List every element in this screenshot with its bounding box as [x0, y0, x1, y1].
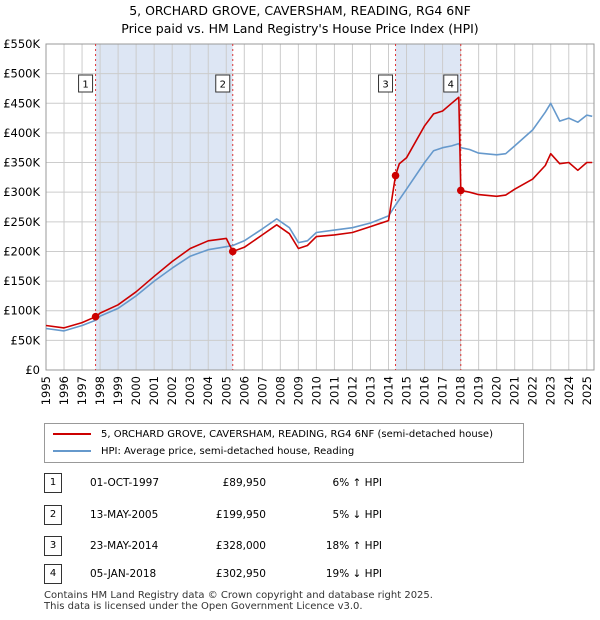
y-tick-label: £100K [3, 304, 40, 318]
footer-line-1: Contains HM Land Registry data © Crown c… [44, 590, 433, 601]
x-tick-label: 2016 [418, 376, 432, 405]
x-tick-label: 2008 [273, 376, 287, 405]
sale-point [228, 247, 237, 256]
x-tick-label: 2002 [165, 376, 179, 405]
x-tick-label: 2020 [490, 376, 504, 405]
sale-number-box [215, 74, 231, 93]
x-tick-label: 2009 [291, 376, 305, 405]
x-tick-label: 2015 [400, 376, 414, 405]
chart-title: 5, ORCHARD GROVE, CAVERSHAM, READING, RG… [0, 2, 600, 38]
x-tick-label: 2006 [237, 376, 251, 405]
legend: 5, ORCHARD GROVE, CAVERSHAM, READING, RG… [44, 423, 524, 463]
x-tick-label: 1998 [93, 376, 107, 405]
legend-swatch-hpi [53, 450, 91, 452]
hpi-series-line [45, 102, 593, 332]
footer-line-2: This data is licensed under the Open Gov… [44, 601, 363, 612]
transaction-price: £89,950 [222, 477, 266, 489]
y-tick-label: £250K [3, 215, 40, 229]
x-tick-label: 2024 [562, 376, 576, 405]
transaction-hpi-diff: 18% ↑ HPI [325, 540, 382, 552]
y-tick-label: £400K [3, 126, 40, 140]
sale-point [391, 171, 400, 180]
legend-label-property: 5, ORCHARD GROVE, CAVERSHAM, READING, RG… [101, 429, 493, 440]
x-tick-label: 2014 [382, 376, 396, 405]
sale-point [91, 312, 100, 321]
x-tick-label: 2003 [183, 376, 197, 405]
x-tick-label: 2023 [544, 376, 558, 405]
y-tick-label: £500K [3, 67, 40, 81]
footer-attribution: Contains HM Land Registry data © Crown c… [44, 590, 433, 612]
legend-label-hpi: HPI: Average price, semi-detached house,… [101, 446, 355, 457]
x-tick-label: 2017 [436, 376, 450, 405]
x-tick-label: 2010 [309, 376, 323, 405]
legend-item-property: 5, ORCHARD GROVE, CAVERSHAM, READING, RG… [53, 427, 493, 443]
sale-number-label: 3 [382, 80, 388, 91]
price-chart: £0 £50K £100K £150K £200K £250K £300K £350K £400… [3, 37, 595, 405]
transaction-hpi-diff: 6% ↑ HPI [332, 477, 382, 489]
y-tick-label: £150K [3, 274, 40, 288]
sale-number-box [443, 74, 459, 93]
transaction-hpi-diff: 5% ↓ HPI [332, 509, 382, 521]
ownership-shade [395, 44, 461, 370]
title-line-2: Price paid vs. HM Land Registry's House … [121, 21, 479, 36]
x-tick-label: 1999 [111, 376, 125, 405]
transaction-date: 13-MAY-2005 [90, 509, 159, 521]
x-tick-label: 1997 [75, 376, 89, 405]
legend-item-hpi: HPI: Average price, semi-detached house,… [53, 444, 354, 460]
legend-swatch-property [53, 433, 91, 435]
y-tick-label: £350K [3, 156, 40, 170]
sale-number-label: 4 [448, 80, 454, 91]
x-tick-label: 2004 [201, 376, 215, 405]
sale-point [456, 186, 465, 195]
y-tick-label: £50K [11, 333, 41, 347]
x-tick-label: 2007 [255, 376, 269, 405]
plot-frame [45, 43, 595, 371]
y-tick-label: £200K [3, 244, 40, 258]
sale-number-label: 1 [82, 80, 88, 91]
property-series-line [45, 96, 593, 329]
transaction-date: 23-MAY-2014 [90, 540, 159, 552]
x-tick-label: 2022 [526, 376, 540, 405]
transaction-price: £199,950 [215, 509, 266, 521]
transaction-number: 4 [44, 564, 62, 584]
transaction-date: 01-OCT-1997 [90, 477, 159, 489]
sale-number-box [378, 74, 394, 93]
y-tick-label: £450K [3, 96, 40, 110]
x-tick-label: 2013 [363, 376, 377, 405]
x-tick-label: 1996 [57, 376, 71, 405]
sale-number-label: 2 [220, 80, 226, 91]
x-tick-label: 2025 [580, 376, 594, 405]
x-tick-label: 2005 [219, 376, 233, 405]
transaction-price: £302,950 [215, 568, 266, 580]
transaction-hpi-diff: 19% ↓ HPI [325, 568, 382, 580]
x-tick-label: 2019 [472, 376, 486, 405]
x-tick-label: 2012 [345, 376, 359, 405]
x-tick-label: 2000 [129, 376, 143, 405]
y-tick-label: £0 [25, 363, 40, 377]
transaction-number: 1 [44, 473, 62, 493]
transaction-price: £328,000 [215, 540, 266, 552]
title-line-1: 5, ORCHARD GROVE, CAVERSHAM, READING, RG… [129, 3, 471, 18]
x-tick-label: 1995 [39, 376, 53, 405]
x-tick-label: 2011 [327, 376, 341, 405]
transaction-number: 3 [44, 536, 62, 556]
x-tick-label: 2001 [147, 376, 161, 405]
y-tick-label: £550K [3, 37, 40, 51]
x-tick-label: 2021 [508, 376, 522, 405]
transaction-date: 05-JAN-2018 [90, 568, 157, 580]
sale-number-box [78, 74, 94, 93]
ownership-shade [95, 44, 233, 370]
y-tick-label: £300K [3, 185, 40, 199]
x-tick-label: 2018 [454, 376, 468, 405]
transaction-number: 2 [44, 505, 62, 525]
